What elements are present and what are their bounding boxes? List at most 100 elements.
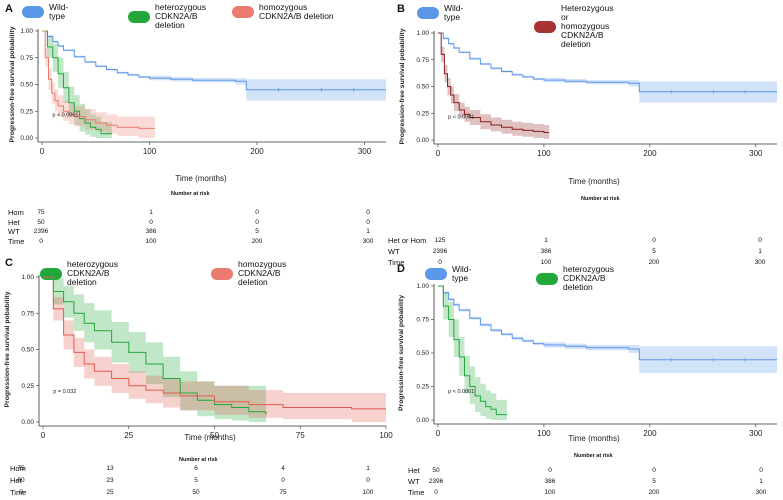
legend-swatch [128,10,150,23]
risk-table-title: Number at risk [171,191,210,197]
confidence-band [42,31,386,101]
legend-swatch [536,272,558,285]
risk-cell: 50 [192,489,200,496]
survival-curve [42,30,112,135]
survival-curve [42,30,155,129]
risk-cell: 1 [366,465,370,472]
legend-swatch [211,267,233,280]
risk-cell: 1 [366,228,370,235]
x-tick-label: 200 [643,429,657,438]
risk-row-label: Het [10,476,22,485]
risk-cell: 0 [438,259,442,266]
risk-cell: 300 [755,489,767,496]
legend-label: heterozygous CDKN2A/B deletion [155,2,207,30]
risk-row-label: WT [8,227,20,236]
panel-a: A Wild-type heterozygous CDKN2A/B deleti… [0,0,392,250]
y-tick-label: 0.50 [21,347,34,354]
legend-label: Wild-type [452,264,472,283]
panel-c: C heterozygous CDKN2A/B deletion homozyg… [0,250,393,500]
km-plot: 0.00 0.25 0.50 0.75 1.00 0 100 200 300 Time (mont… [398,283,777,443]
risk-row-label: Time [408,488,425,497]
legend-swatch [232,6,254,18]
panel-label: A [5,3,13,15]
x-tick-label: 0 [436,429,441,438]
y-tick-label: 0.75 [20,55,33,62]
risk-cell: 0 [652,237,656,244]
risk-cell: 2396 [432,248,448,255]
risk-cell: 300 [754,259,766,266]
y-tick-label: 0.50 [20,82,33,89]
risk-cell: 13 [106,465,114,472]
y-axis-title: Progression-free survival pobability [399,28,406,144]
legend-swatch [425,268,447,280]
legend-item-heterozygous: heterozygous CDKN2A/B deletion [536,265,614,292]
risk-cell: 50 [432,467,440,474]
survival-curve [42,30,386,91]
risk-cell: 4 [281,465,285,472]
risk-cell: 0 [366,218,370,226]
risk-cell: 0 [652,467,656,474]
risk-cell: 2396 [428,478,444,485]
confidence-band [438,286,507,420]
risk-cell: 0 [759,467,763,474]
risk-table-title: Number at risk [581,196,620,202]
y-tick-label: 0.25 [20,108,33,115]
risk-cell: 50 [37,218,45,226]
legend-label: homozygous CDKN2A/B deletion [238,259,287,287]
p-value: p < 0.0001 [448,389,474,395]
risk-cell: 5 [652,478,656,485]
y-axis-title: Progression-free survival pobability [398,295,405,411]
survival-curve [438,32,550,133]
y-tick-label: 1.00 [20,28,33,35]
risk-row-label: Time [10,488,27,497]
risk-cell: 25 [106,489,114,496]
x-tick-label: 100 [537,149,551,158]
x-tick-label: 0 [41,431,46,440]
legend-item-heterozygous: heterozygous CDKN2A/B deletion [128,3,223,30]
risk-cell: 0 [39,237,43,245]
y-tick-label: 0.25 [416,384,429,391]
risk-cell: 0 [19,489,23,496]
km-plot: 0.00 0.25 0.50 0.75 1.00 0 25 50 75 100 Time (mont… [4,274,393,442]
risk-cell: 75 [17,465,25,472]
legend-label: Wild-type [444,3,464,22]
risk-cell: 5 [255,228,259,235]
y-tick-label: 0.25 [21,383,34,390]
risk-cell: 100 [362,489,374,496]
y-tick-label: 0.50 [416,350,429,357]
risk-row-label: Hom [10,464,26,473]
risk-cell: 100 [145,237,157,245]
confidence-band [42,31,155,138]
confidence-band [43,277,266,422]
legend-item-homozygous: homozygous CDKN2A/B deletion [211,260,286,287]
risk-table-title: Number at risk [574,453,613,459]
legend-swatch [417,7,439,19]
confidence-band [438,286,777,374]
legend-item-homozygous: homozygous CDKN2A/B deletion [232,3,337,21]
risk-cell: 200 [251,237,263,245]
legend-swatch [534,20,556,33]
survival-curve [43,276,386,410]
legend-item-deletion: Heterozygous or homozygous CDKN2A/B dele… [534,4,613,49]
p-value: p < 0.0001 [448,115,474,121]
risk-cell: 200 [648,489,660,496]
risk-cell: 75 [37,209,45,216]
x-tick-label: 200 [250,147,264,156]
confidence-band [438,33,777,103]
risk-cell: 386 [540,248,552,255]
confidence-band [438,33,550,140]
panel-label: C [5,257,13,269]
panel-d: D Wild-type heterozygous CDKN2A/B deleti… [392,250,783,500]
y-tick-label: 0.00 [416,137,429,144]
x-axis-title: Time (months) [568,434,620,443]
y-tick-label: 1.00 [416,30,429,37]
panel-label: B [397,3,405,15]
x-tick-label: 300 [749,429,763,438]
risk-cell: 6 [194,465,198,472]
y-tick-label: 0.00 [21,419,34,426]
legend-item-wild-type: Wild-type [425,265,471,283]
risk-cell: 0 [366,477,370,484]
p-value: p < 0.0001 [52,113,78,119]
risk-row-label: Time [8,236,25,246]
risk-cell: 2396 [33,228,49,235]
